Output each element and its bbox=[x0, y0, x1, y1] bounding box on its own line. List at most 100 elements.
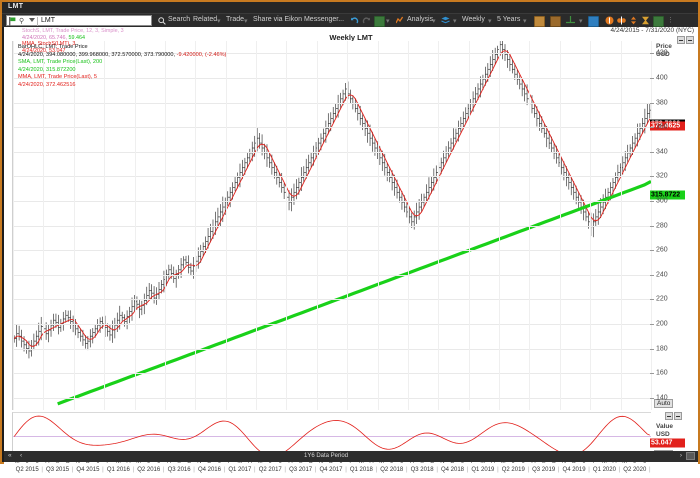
price-auto-button[interactable]: Auto bbox=[654, 399, 674, 408]
range-label[interactable]: 5 Years bbox=[497, 16, 521, 23]
quarter-label: Q2 2017 bbox=[258, 467, 282, 473]
crosshair-icon[interactable] bbox=[566, 16, 575, 25]
search-label[interactable]: Search bbox=[168, 16, 191, 23]
gridline-vertical bbox=[529, 41, 531, 410]
quarter-label: Q2 2015 bbox=[15, 467, 39, 473]
interval-label[interactable]: Weekly bbox=[462, 16, 485, 23]
analysis-icon[interactable] bbox=[396, 16, 405, 25]
axis-tick bbox=[650, 323, 654, 325]
legend-stoch-mma-values: 4/24/2020, 53.047 bbox=[22, 47, 66, 54]
month-label: M bbox=[622, 459, 628, 465]
trade-label[interactable]: Trade bbox=[226, 16, 245, 23]
month-label: A bbox=[126, 459, 131, 465]
symbol-input[interactable]: ⚲ LMT bbox=[6, 15, 152, 26]
month-label: A bbox=[45, 459, 50, 465]
month-label: M bbox=[237, 459, 243, 465]
compare-icon[interactable] bbox=[550, 16, 561, 27]
axis-tick bbox=[650, 77, 654, 79]
gridline-horizontal bbox=[13, 127, 651, 129]
window-titlebar: LMT bbox=[2, 2, 698, 13]
quarter-label: Q3 2018 bbox=[410, 467, 434, 473]
quarter-separator: | bbox=[71, 467, 74, 473]
sma-line bbox=[57, 179, 652, 406]
related-label[interactable]: Related bbox=[193, 16, 218, 23]
undo-icon[interactable] bbox=[350, 16, 359, 25]
gridline-horizontal bbox=[13, 323, 651, 325]
price-axis-label: 160 bbox=[656, 369, 668, 377]
value-axis-title: Value bbox=[656, 423, 673, 430]
quarter-separator: | bbox=[314, 467, 317, 473]
nav-first-icon[interactable]: « bbox=[8, 452, 12, 459]
quarter-label: Q3 2015 bbox=[46, 467, 70, 473]
month-label: J bbox=[461, 459, 465, 465]
month-label: D bbox=[207, 459, 212, 465]
gridline-vertical bbox=[316, 41, 318, 410]
price-axis-label: 220 bbox=[656, 295, 668, 303]
stochastic-series-svg bbox=[13, 415, 651, 457]
chevron-down-icon[interactable] bbox=[29, 18, 35, 22]
gridline-horizontal bbox=[13, 53, 651, 55]
axis-tick bbox=[650, 348, 654, 350]
minimize-stoch-panel-button[interactable] bbox=[665, 412, 673, 420]
layers-icon[interactable] bbox=[441, 16, 450, 25]
month-label: J bbox=[268, 459, 272, 465]
month-label: J bbox=[339, 459, 343, 465]
nav-next-icon[interactable]: › bbox=[679, 452, 682, 459]
gridline-horizontal bbox=[13, 348, 651, 350]
close-stoch-panel-button[interactable] bbox=[674, 412, 682, 420]
drawing-icon[interactable] bbox=[617, 16, 626, 25]
print-icon[interactable] bbox=[653, 16, 664, 27]
axis-tick bbox=[650, 250, 654, 252]
nav-prev-icon[interactable]: ‹ bbox=[20, 452, 23, 459]
settings-icon[interactable] bbox=[641, 16, 650, 25]
search-glass-icon[interactable] bbox=[158, 17, 166, 25]
folder-icon[interactable] bbox=[374, 16, 385, 27]
alert-icon[interactable] bbox=[605, 16, 614, 25]
chart-container: 4/24/2015 - 7/31/2020 (NYC) Weekly LMT B… bbox=[4, 27, 698, 478]
price-axis-label: 260 bbox=[656, 246, 668, 254]
price-panel-buttons[interactable] bbox=[677, 36, 695, 44]
price-plot[interactable] bbox=[12, 35, 652, 410]
gridline-horizontal bbox=[13, 77, 651, 79]
quarter-label: Q2 2019 bbox=[501, 467, 525, 473]
legend-stoch-k: 65.746, bbox=[48, 34, 67, 41]
stoch-value-marker: 53.047 bbox=[650, 438, 685, 448]
axis-tick bbox=[650, 102, 654, 104]
quarter-separator: | bbox=[557, 467, 560, 473]
toolbar-overflow[interactable]: ⋮ bbox=[667, 17, 674, 24]
redo-icon[interactable] bbox=[362, 16, 371, 25]
stoch-panel-buttons[interactable] bbox=[665, 412, 683, 420]
gridline-horizontal bbox=[13, 250, 651, 252]
month-label: O bbox=[308, 459, 314, 465]
gridline-horizontal bbox=[13, 225, 651, 227]
analysis-label[interactable]: Analysis bbox=[407, 16, 434, 23]
chart-title: Weekly LMT bbox=[329, 33, 373, 42]
legend-ohlc-values: 4/24/2020, 394.080000, 399.968000, 372.5… bbox=[18, 51, 176, 58]
quarter-label: Q4 2016 bbox=[197, 467, 221, 473]
share-label[interactable]: Share via Eikon Messenger... bbox=[253, 16, 345, 23]
quarter-separator: | bbox=[102, 467, 104, 473]
month-label: O bbox=[429, 459, 435, 465]
minimize-price-panel-button[interactable] bbox=[677, 36, 685, 44]
template-icon[interactable] bbox=[534, 16, 545, 27]
quarter-label: Q1 2019 bbox=[471, 467, 495, 473]
month-label: J bbox=[390, 459, 394, 465]
zoom-icon[interactable] bbox=[629, 16, 638, 25]
input-divider bbox=[37, 17, 38, 26]
nav-last-button[interactable] bbox=[686, 452, 695, 460]
month-label: D bbox=[85, 459, 91, 465]
price-axis[interactable]: Price USD 373.7900 372.4625 315.8722 Aut… bbox=[650, 41, 685, 410]
legend-mma-title: MMA, LMT, Trade Price(Last), 5 bbox=[18, 74, 97, 81]
quarter-separator: | bbox=[649, 467, 651, 473]
quarter-label: Q4 2019 bbox=[562, 467, 586, 473]
snapshot-icon[interactable] bbox=[588, 16, 599, 27]
quarter-label: Q4 2015 bbox=[76, 467, 100, 473]
toolbar-sep-6: ▾ bbox=[488, 18, 492, 25]
search-icon[interactable]: ⚲ bbox=[19, 18, 25, 25]
toolbar-sep-3: ▾ bbox=[386, 18, 390, 25]
axis-tick bbox=[650, 53, 654, 55]
close-price-panel-button[interactable] bbox=[686, 36, 694, 44]
legend-sma-title: SMA, LMT, Trade Price(Last), 200 bbox=[18, 59, 103, 66]
quarter-separator: | bbox=[527, 467, 530, 473]
gridline-vertical bbox=[164, 41, 166, 410]
